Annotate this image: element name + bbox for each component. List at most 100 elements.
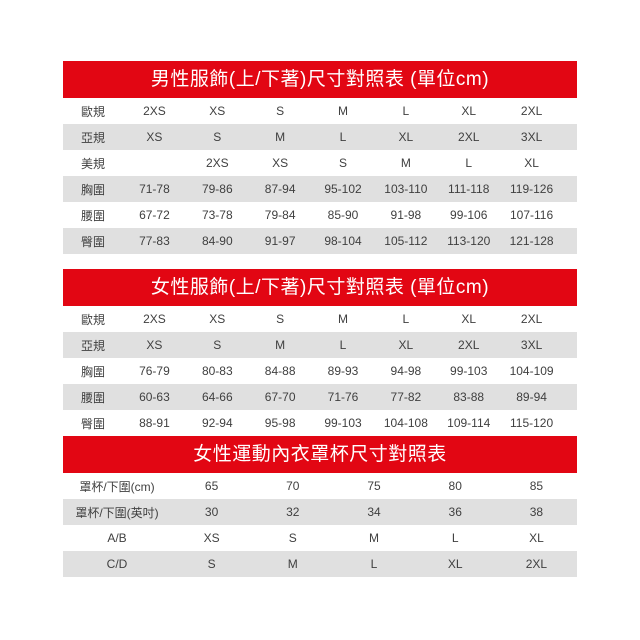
size-value-cell: 34: [367, 505, 381, 519]
sports-bra-size-table: 女性運動內衣罩杯尺寸對照表 罩杯/下圍(cm) 65 70 75 80 85 罩杯/下圍(英…: [63, 436, 577, 577]
size-value-cell: 121-128: [509, 234, 554, 248]
size-value-cell: L: [370, 557, 378, 571]
size-value-cell: 32: [286, 505, 300, 519]
size-value-cell: 91-98: [390, 208, 422, 222]
size-value-cell: 64-66: [201, 390, 233, 404]
size-value-cell: XS: [203, 531, 220, 545]
size-table-row: 罩杯/下圍(cm) 65 70 75 80 85: [63, 473, 577, 499]
size-table-row: 美規 2XS XS S M L XL: [63, 150, 577, 176]
size-value-cell: 38: [529, 505, 544, 519]
row-label-cell: 亞規: [80, 130, 105, 145]
size-value-cell: M: [369, 531, 379, 545]
size-value-cell: 3XL: [520, 130, 543, 144]
size-value-cell: 107-116: [510, 208, 554, 222]
size-value-cell: 2XL: [520, 312, 543, 326]
row-label-cell: 胸圍: [80, 182, 105, 197]
size-table-row: 腰圍 60-63 64-66 67-70 71-76 77-82 83-88 89-94: [63, 384, 577, 410]
size-value-cell: S: [339, 156, 348, 170]
size-value-cell: 111-118: [448, 182, 490, 196]
size-value-cell: 75: [367, 479, 381, 493]
size-value-cell: XS: [146, 130, 163, 144]
size-value-cell: XS: [272, 156, 289, 170]
size-value-cell: 113-120: [447, 234, 491, 248]
size-value-cell: 98-104: [324, 234, 362, 248]
size-value-cell: S: [213, 338, 222, 352]
size-value-cell: XL: [524, 156, 539, 170]
size-table-row: 罩杯/下圍(英吋) 30 32 34 36 38: [63, 499, 577, 525]
size-value-cell: L: [339, 130, 347, 144]
size-table-row: A/B XS S M L XL: [63, 525, 577, 551]
size-value-cell: 89-93: [327, 364, 359, 378]
sports-bra-size-table-rows: 罩杯/下圍(cm) 65 70 75 80 85 罩杯/下圍(英吋) 30 32 34 36 38 A/…: [63, 473, 577, 577]
size-value-cell: XL: [447, 557, 463, 571]
size-value-cell: 80: [448, 479, 462, 493]
size-value-cell: 79-84: [264, 208, 296, 222]
size-value-cell: S: [207, 557, 216, 571]
size-value-cell: 2XL: [458, 130, 480, 144]
size-value-cell: 2XS: [143, 312, 166, 326]
row-label-cell: 罩杯/下圍(cm): [79, 479, 155, 494]
size-value-cell: 83-88: [453, 390, 485, 404]
size-value-cell: L: [451, 531, 459, 545]
size-value-cell: 71-76: [327, 390, 359, 404]
size-value-cell: 3XL: [520, 338, 543, 352]
size-value-cell: 105-112: [384, 234, 428, 248]
size-value-cell: 67-70: [264, 390, 296, 404]
size-value-cell: 60-63: [139, 390, 170, 404]
size-table-row: 歐規 2XS XS S M L XL 2XL: [63, 306, 577, 332]
size-value-cell: XL: [398, 130, 414, 144]
size-value-cell: 95-102: [324, 182, 362, 196]
size-value-cell: 87-94: [264, 182, 296, 196]
size-value-cell: M: [287, 557, 298, 571]
size-value-cell: 115-120: [510, 416, 554, 430]
size-table-row: 亞規 XS S M L XL 2XL 3XL: [63, 332, 577, 358]
size-value-cell: M: [338, 312, 348, 326]
size-value-cell: XL: [461, 312, 477, 326]
size-value-cell: L: [402, 312, 410, 326]
sports-bra-size-table-title: 女性運動內衣罩杯尺寸對照表: [63, 436, 577, 473]
size-value-cell: 70: [286, 479, 300, 493]
women-clothing-size-table-title: 女性服飾(上/下著)尺寸對照表 (單位cm): [63, 269, 577, 306]
size-chart-content: 男性服飾(上/下著)尺寸對照表 (單位cm) 歐規 2XS XS S M L XL 2XL 亞規…: [63, 61, 577, 577]
size-value-cell: 99-103: [324, 416, 362, 430]
size-value-cell: 85-90: [327, 208, 359, 222]
row-label-cell: 罩杯/下圍(英吋): [75, 505, 159, 520]
size-value-cell: M: [338, 104, 348, 118]
size-value-cell: 88-91: [139, 416, 170, 430]
size-value-cell: 2XL: [525, 557, 548, 571]
size-value-cell: L: [339, 338, 347, 352]
size-value-cell: 103-110: [384, 182, 428, 196]
size-value-cell: 36: [448, 505, 462, 519]
size-value-cell: 80-83: [201, 364, 233, 378]
size-value-cell: 77-82: [390, 390, 422, 404]
size-value-cell: 99-103: [450, 364, 488, 378]
size-value-cell: S: [276, 104, 285, 118]
size-value-cell: XS: [209, 104, 226, 118]
row-label-cell: 腰圍: [80, 208, 105, 223]
size-value-cell: 104-109: [509, 364, 554, 378]
size-value-cell: 92-94: [201, 416, 233, 430]
row-label-cell: 亞規: [80, 338, 105, 353]
row-label-cell: 美規: [80, 156, 105, 171]
size-value-cell: 76-79: [139, 364, 170, 378]
size-table-row: 臀圍 88-91 92-94 95-98 99-103 104-108 109-114 115…: [63, 410, 577, 436]
size-table-row: 腰圍 67-72 73-78 79-84 85-90 91-98 99-106 107-116: [63, 202, 577, 228]
row-label-cell: 歐規: [80, 104, 105, 119]
size-value-cell: XS: [146, 338, 163, 352]
row-label-cell: 臀圍: [80, 234, 105, 249]
men-clothing-size-table: 男性服飾(上/下著)尺寸對照表 (單位cm) 歐規 2XS XS S M L XL 2XL 亞規…: [63, 61, 577, 254]
size-value-cell: L: [402, 104, 410, 118]
size-value-cell: 2XL: [520, 104, 543, 118]
size-value-cell: 73-78: [201, 208, 233, 222]
size-value-cell: 71-78: [139, 182, 170, 196]
size-table-row: 臀圍 77-83 84-90 91-97 98-104 105-112 113-120 121…: [63, 228, 577, 254]
size-value-cell: 95-98: [264, 416, 296, 430]
size-table-row: 亞規 XS S M L XL 2XL 3XL: [63, 124, 577, 150]
size-value-cell: L: [465, 156, 473, 170]
women-clothing-size-table-rows: 歐規 2XS XS S M L XL 2XL 亞規 XS S M L XL 2XL 3XL 胸圍 76-79 80-…: [63, 306, 577, 436]
row-label-cell: 臀圍: [80, 416, 105, 431]
size-value-cell: 2XL: [458, 338, 480, 352]
size-value-cell: XL: [398, 338, 414, 352]
size-value-cell: 94-98: [390, 364, 422, 378]
